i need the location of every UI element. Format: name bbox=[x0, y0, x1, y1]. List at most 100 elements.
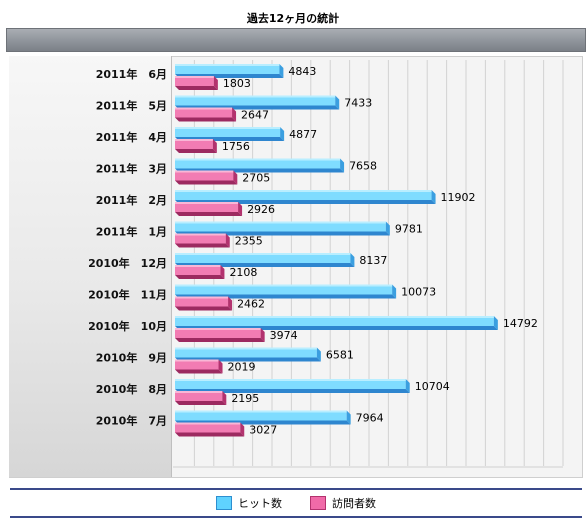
visits-bar-side bbox=[228, 296, 233, 311]
visits-bar-highlight bbox=[175, 202, 239, 204]
visits-value-label: 3027 bbox=[249, 424, 277, 437]
visits-bar-highlight bbox=[175, 170, 234, 173]
hits-bar-highlight bbox=[175, 347, 317, 350]
category-label: 2011年 5月 bbox=[96, 99, 167, 113]
hits-value-label: 10073 bbox=[401, 286, 436, 299]
visits-bar bbox=[175, 233, 226, 244]
category-label: 2010年 8月 bbox=[96, 382, 167, 396]
category-label-panel bbox=[9, 56, 172, 477]
hits-bar bbox=[175, 95, 336, 106]
visits-bar-highlight bbox=[175, 265, 221, 267]
visits-value-label: 2108 bbox=[229, 266, 257, 279]
category-label: 2011年 6月 bbox=[96, 67, 167, 81]
hits-bar bbox=[175, 253, 351, 263]
hits-value-label: 4877 bbox=[289, 128, 317, 141]
visits-bar-side bbox=[213, 76, 218, 90]
visits-value-label: 1756 bbox=[222, 140, 250, 153]
hits-bar-side bbox=[493, 316, 498, 330]
hits-bar-side bbox=[340, 158, 345, 173]
visits-swatch-icon bbox=[310, 496, 326, 510]
hits-bar-side bbox=[316, 347, 321, 362]
hits-bar bbox=[175, 347, 317, 358]
hits-bar-highlight bbox=[175, 253, 351, 255]
visits-bar bbox=[175, 76, 214, 86]
visits-bar-highlight bbox=[175, 107, 233, 110]
hits-value-label: 7964 bbox=[356, 412, 384, 425]
hits-value-label: 6581 bbox=[326, 349, 354, 362]
hits-bar-highlight bbox=[175, 190, 432, 192]
visits-bar-highlight bbox=[175, 139, 213, 141]
visits-bar-side bbox=[220, 265, 225, 279]
visits-bar-depth bbox=[175, 338, 265, 342]
visits-bar bbox=[175, 328, 261, 338]
hits-bar bbox=[175, 190, 432, 200]
visits-value-label: 2926 bbox=[247, 203, 275, 216]
visits-value-label: 2462 bbox=[237, 298, 265, 311]
hits-value-label: 9781 bbox=[395, 223, 423, 236]
hits-bar-side bbox=[350, 253, 355, 267]
hits-bar-side bbox=[405, 379, 410, 393]
category-label: 2011年 1月 bbox=[96, 225, 167, 239]
hits-bar-side bbox=[392, 284, 397, 299]
hits-value-label: 10704 bbox=[415, 380, 450, 393]
hits-value-label: 7658 bbox=[349, 160, 377, 173]
hits-bar-side bbox=[346, 410, 351, 425]
legend-item-visits: 訪問者数 bbox=[310, 495, 376, 511]
visits-bar-side bbox=[260, 328, 265, 342]
visits-bar-side bbox=[233, 170, 238, 185]
chart-title: 過去12ヶ月の統計 bbox=[246, 12, 340, 25]
visits-bar-highlight bbox=[175, 296, 229, 299]
visits-value-label: 2195 bbox=[231, 392, 259, 405]
visits-value-label: 2355 bbox=[235, 235, 263, 248]
visits-value-label: 3974 bbox=[270, 329, 298, 342]
visits-bar bbox=[175, 391, 223, 401]
visits-bar-highlight bbox=[175, 359, 219, 362]
hits-bar-highlight bbox=[175, 221, 386, 224]
visits-bar-depth bbox=[175, 86, 218, 90]
hits-bar-side bbox=[335, 95, 340, 110]
hits-bar-highlight bbox=[175, 316, 494, 318]
visits-bar-highlight bbox=[175, 422, 241, 425]
hits-bar bbox=[175, 158, 341, 169]
visits-bar-side bbox=[240, 422, 245, 437]
legend-label-hits: ヒット数 bbox=[238, 497, 282, 510]
category-label: 2011年 4月 bbox=[96, 130, 167, 144]
hits-value-label: 7433 bbox=[344, 97, 372, 110]
hits-bar-highlight bbox=[175, 127, 281, 129]
hits-value-label: 11902 bbox=[441, 191, 476, 204]
category-label: 2011年 2月 bbox=[96, 193, 167, 207]
visits-bar bbox=[175, 422, 241, 433]
hits-bar bbox=[175, 379, 406, 389]
visits-bar-side bbox=[218, 359, 223, 374]
visits-value-label: 1803 bbox=[223, 77, 251, 90]
category-label: 2010年 11月 bbox=[88, 288, 167, 302]
visits-bar bbox=[175, 139, 213, 149]
visits-bar bbox=[175, 107, 233, 118]
visits-bar-depth bbox=[175, 275, 225, 279]
hits-value-label: 4843 bbox=[288, 65, 316, 78]
visits-bar-highlight bbox=[175, 233, 226, 236]
hits-bar-highlight bbox=[175, 95, 336, 98]
visits-bar-side bbox=[222, 391, 227, 405]
visits-bar-highlight bbox=[175, 328, 261, 330]
visits-value-label: 2647 bbox=[241, 109, 269, 122]
hits-bar-side bbox=[280, 127, 285, 141]
hits-bar-side bbox=[385, 221, 390, 236]
visits-bar-depth bbox=[175, 149, 217, 153]
visits-bar-depth bbox=[175, 117, 237, 122]
hits-bar bbox=[175, 316, 494, 326]
hits-bar-highlight bbox=[175, 158, 341, 161]
visits-bar-side bbox=[212, 139, 217, 153]
hits-bar-highlight bbox=[175, 64, 280, 66]
visits-bar bbox=[175, 202, 239, 212]
hits-bar-depth bbox=[175, 389, 410, 393]
visits-bar-side bbox=[225, 233, 230, 248]
visits-bar-highlight bbox=[175, 391, 223, 393]
hits-bar-side bbox=[431, 190, 436, 204]
visits-bar-depth bbox=[175, 212, 243, 216]
visits-bar bbox=[175, 296, 229, 307]
visits-bar-depth bbox=[175, 369, 223, 374]
hits-bar-highlight bbox=[175, 284, 393, 287]
category-label: 2010年 7月 bbox=[96, 414, 167, 428]
